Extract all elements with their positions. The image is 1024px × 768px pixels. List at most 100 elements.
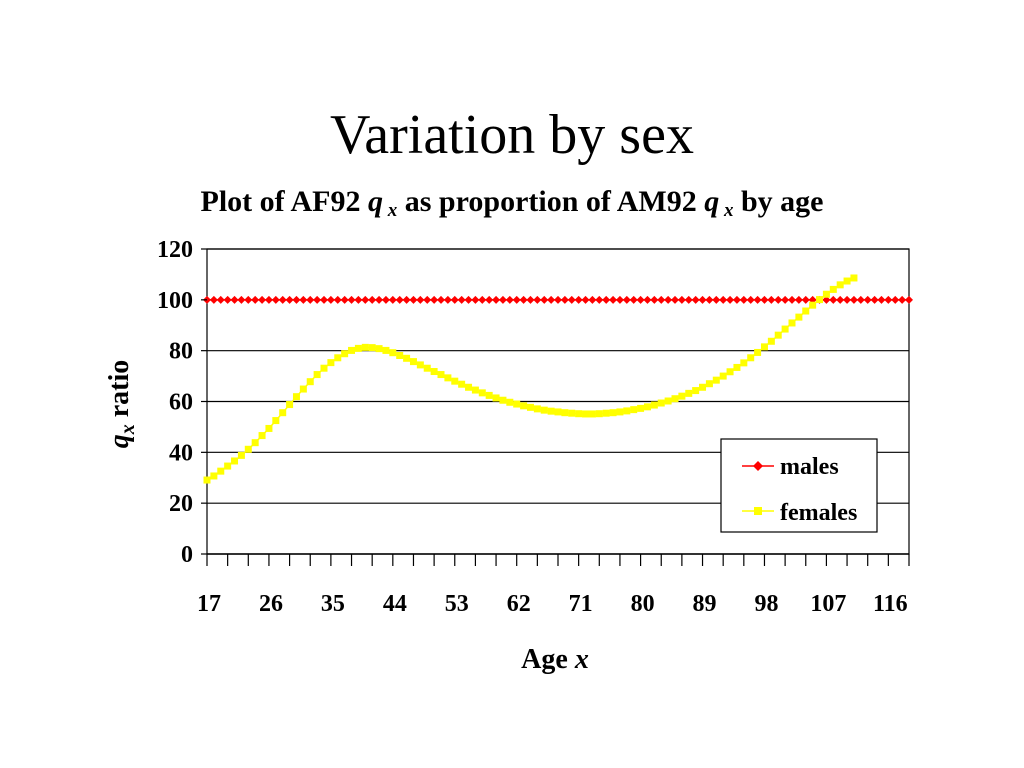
slide-title: Variation by sex (330, 104, 694, 166)
series-females (203, 274, 858, 484)
chart-title-subscript: x (719, 200, 734, 221)
data-point-females (822, 290, 830, 298)
data-point-females (416, 361, 424, 369)
y-axis-label: qx ratio (104, 360, 139, 449)
data-point-males (705, 295, 714, 304)
data-point-males (526, 295, 535, 304)
data-point-females (368, 344, 376, 352)
data-point-males (836, 295, 845, 304)
data-point-males (574, 295, 583, 304)
data-point-females (705, 380, 713, 388)
data-point-females (829, 285, 837, 293)
data-point-females (327, 359, 335, 367)
data-point-males (588, 295, 597, 304)
data-point-males (533, 295, 542, 304)
data-point-females (657, 399, 665, 407)
data-point-females (726, 368, 734, 376)
data-point-females (836, 281, 844, 289)
chart-title-subscript: x (383, 200, 398, 221)
data-point-females (313, 371, 321, 379)
data-point-females (444, 374, 452, 382)
data-point-males (519, 295, 528, 304)
data-point-females (850, 274, 858, 282)
legend-males-marker (753, 461, 763, 471)
data-point-females (802, 307, 810, 315)
legend: males females (720, 438, 878, 533)
data-point-females (485, 391, 493, 399)
data-point-males (898, 295, 907, 304)
data-point-females (588, 410, 596, 418)
data-point-males (760, 295, 769, 304)
data-point-males (216, 295, 225, 304)
data-point-males (905, 295, 913, 304)
data-point-males (843, 295, 852, 304)
data-point-females (396, 351, 404, 359)
data-point-females (382, 346, 390, 354)
data-point-males (629, 295, 638, 304)
data-point-males (615, 295, 624, 304)
data-point-males (258, 295, 267, 304)
data-point-males (677, 295, 686, 304)
data-point-females (540, 406, 548, 414)
y-tick-label: 120 (157, 237, 193, 263)
data-point-males (753, 295, 762, 304)
data-point-females (341, 350, 349, 358)
data-point-females (650, 401, 658, 409)
data-point-males (505, 295, 514, 304)
data-point-females (409, 358, 417, 366)
legend-box (720, 438, 878, 533)
data-point-males (409, 295, 418, 304)
data-point-males (781, 295, 790, 304)
data-point-females (320, 364, 328, 372)
data-point-males (719, 295, 728, 304)
data-point-males (884, 295, 893, 304)
data-point-males (870, 295, 879, 304)
data-point-males (891, 295, 900, 304)
data-point-females (685, 389, 693, 397)
x-axis-label-var: x (574, 644, 589, 675)
data-point-males (863, 295, 872, 304)
data-point-males (430, 295, 439, 304)
data-point-males (278, 295, 287, 304)
data-point-males (354, 295, 363, 304)
x-tick-label: 53 (445, 591, 469, 617)
x-axis-label-text: Age (521, 644, 575, 675)
data-point-males (547, 295, 556, 304)
legend-males-label: males (780, 454, 839, 480)
data-point-males (739, 295, 748, 304)
data-point-males (794, 295, 803, 304)
data-point-females (643, 403, 651, 411)
data-point-females (740, 359, 748, 367)
data-point-females (375, 345, 383, 353)
data-point-males (492, 295, 501, 304)
data-point-males (361, 295, 370, 304)
data-point-males (340, 295, 349, 304)
data-point-males (664, 295, 673, 304)
data-point-males (877, 295, 886, 304)
data-point-females (210, 472, 218, 480)
data-point-females (547, 407, 555, 415)
data-point-males (347, 295, 356, 304)
data-point-males (767, 295, 776, 304)
chart-title-q: q (368, 185, 383, 218)
x-tick-label: 44 (383, 591, 407, 617)
data-point-females (203, 476, 211, 484)
data-point-females (458, 380, 466, 388)
data-point-males (774, 295, 783, 304)
data-point-females (354, 344, 362, 352)
x-tick-label: 98 (754, 591, 778, 617)
y-tick-label: 100 (157, 288, 193, 314)
data-point-males (381, 295, 390, 304)
data-point-females (760, 343, 768, 351)
chart-title: Plot of AF92 q x as proportion of AM92 q… (0, 182, 1024, 231)
data-point-females (478, 389, 486, 397)
x-tick-label: 107 (810, 591, 846, 617)
data-point-males (849, 295, 858, 304)
y-axis-label-subscript: x (117, 424, 139, 435)
data-point-females (492, 394, 500, 402)
data-point-males (801, 295, 810, 304)
data-point-males (485, 295, 494, 304)
data-point-females (568, 409, 576, 417)
data-point-males (643, 295, 652, 304)
